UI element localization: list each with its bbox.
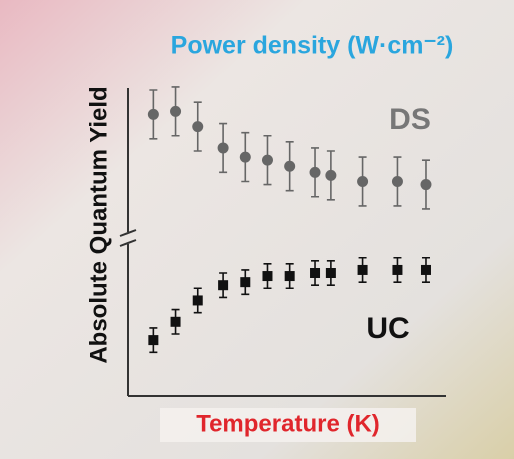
- chart: Power density (W·cm⁻²) Temperature (K) A…: [0, 0, 514, 459]
- legend-label: DS: [389, 103, 431, 136]
- data-point: [310, 268, 320, 278]
- data-point: [358, 265, 368, 275]
- data-point: [310, 167, 321, 178]
- data-point: [170, 106, 181, 117]
- data-point: [285, 271, 295, 281]
- data-point: [240, 152, 251, 163]
- data-point: [218, 280, 228, 290]
- data-point: [171, 317, 181, 327]
- chart-title: Power density (W·cm⁻²): [171, 32, 454, 60]
- data-point: [148, 335, 158, 345]
- legend-label: UC: [366, 312, 409, 345]
- data-point: [392, 265, 402, 275]
- data-point: [357, 176, 368, 187]
- data-point: [284, 161, 295, 172]
- background: [0, 0, 514, 459]
- data-point: [240, 277, 250, 287]
- data-point: [148, 109, 159, 120]
- data-point: [218, 142, 229, 153]
- data-point: [192, 121, 203, 132]
- y-axis-label: Absolute Quantum Yield: [85, 86, 112, 363]
- data-point: [262, 271, 272, 281]
- data-point: [326, 268, 336, 278]
- data-point: [392, 176, 403, 187]
- x-axis-label: Temperature (K): [196, 410, 380, 437]
- data-point: [325, 170, 336, 181]
- data-point: [420, 179, 431, 190]
- data-point: [421, 265, 431, 275]
- data-point: [262, 155, 273, 166]
- data-point: [193, 295, 203, 305]
